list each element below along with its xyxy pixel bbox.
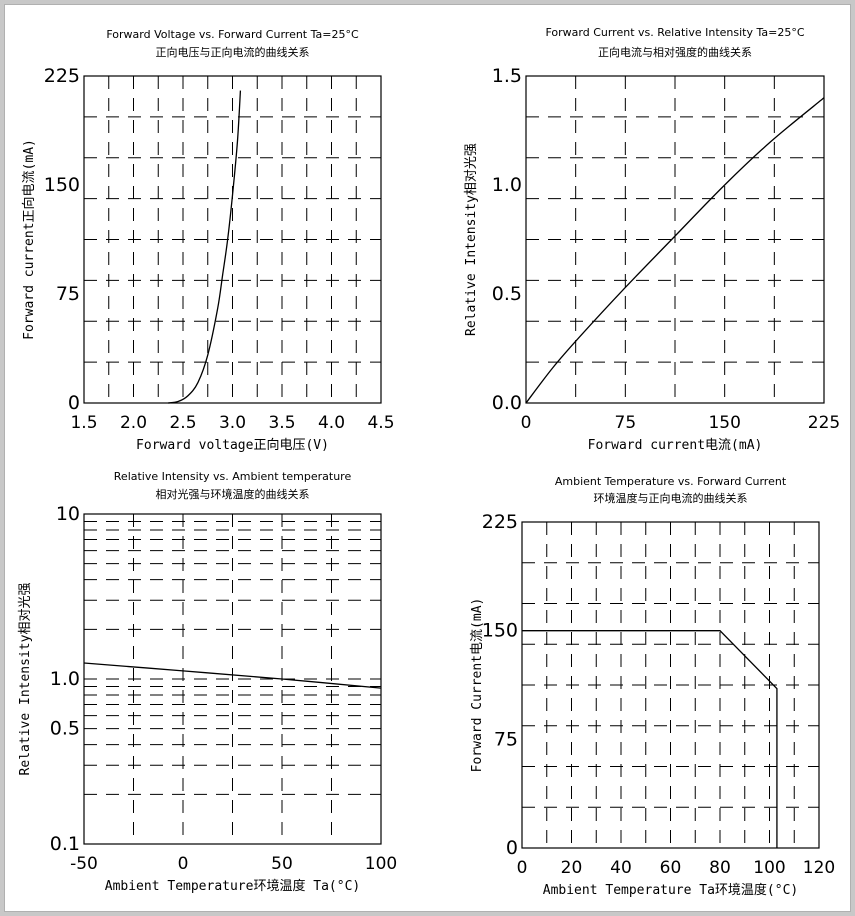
- x-tick-label: 0: [178, 854, 189, 874]
- y-tick-label: 0.1: [50, 833, 80, 855]
- charts-canvas: Forward Voltage vs. Forward Current Ta=2…: [18, 26, 840, 898]
- x-tick-label: -50: [70, 854, 98, 874]
- y-tick-label: 0: [506, 837, 518, 859]
- y-tick-label: 1.5: [492, 65, 522, 87]
- chart-subtitle: 正向电压与正向电流的曲线关系: [156, 45, 310, 59]
- chart-title: Relative Intensity vs. Ambient temperatu…: [114, 470, 352, 483]
- y-tick-label: 0: [68, 392, 80, 414]
- plot-frame: [525, 75, 825, 404]
- y-tick-label: 75: [494, 728, 518, 750]
- y-tick-label: 0.5: [50, 718, 80, 740]
- x-tick-label: 60: [660, 858, 682, 878]
- grid: [84, 76, 381, 403]
- grid: [526, 76, 824, 403]
- chart-1: Forward Voltage vs. Forward Current Ta=2…: [21, 28, 395, 453]
- y-axis-label: Forward current正向电流(mA): [21, 139, 37, 340]
- x-axis-label: Forward current电流(mA): [588, 438, 763, 453]
- x-axis-label: Ambient Temperature环境温度 Ta(°C): [105, 878, 361, 894]
- y-tick-label: 225: [44, 65, 80, 87]
- y-tick-label: 150: [482, 620, 518, 642]
- plot-frame: [83, 75, 382, 404]
- x-tick-label: 80: [709, 858, 731, 878]
- x-tick-label: 40: [610, 858, 632, 878]
- x-tick-label: 100: [753, 858, 785, 878]
- x-tick-label: 150: [708, 413, 740, 433]
- y-tick-label: 10: [56, 503, 80, 525]
- x-tick-label: 100: [365, 854, 397, 874]
- chart-title: Forward Voltage vs. Forward Current Ta=2…: [106, 28, 359, 41]
- series-line: [522, 630, 778, 848]
- y-tick-label: 1.0: [50, 668, 80, 690]
- series-line: [83, 662, 382, 689]
- plot-frame: [521, 521, 820, 849]
- x-axis-label: Ambient Temperature Ta环境温度(°C): [543, 882, 799, 898]
- grid: [522, 522, 819, 848]
- chart-subtitle: 正向电流与相对强度的曲线关系: [598, 45, 752, 59]
- x-tick-label: 3.5: [268, 413, 295, 433]
- x-tick-label: 0: [521, 413, 532, 433]
- chart-title: Forward Current vs. Relative Intensity T…: [545, 26, 804, 39]
- y-tick-label: 1.0: [492, 174, 522, 196]
- x-tick-label: 3.0: [219, 413, 246, 433]
- x-tick-label: 4.5: [367, 413, 394, 433]
- y-tick-label: 225: [482, 511, 518, 533]
- chart-subtitle: 环境温度与正向电流的曲线关系: [594, 491, 748, 505]
- x-tick-label: 2.0: [120, 413, 147, 433]
- chart-title: Ambient Temperature vs. Forward Current: [555, 475, 787, 488]
- chart-2: Forward Current vs. Relative Intensity T…: [464, 26, 840, 453]
- x-tick-label: 4.0: [318, 413, 345, 433]
- y-tick-label: 0.0: [492, 392, 522, 414]
- x-tick-label: 225: [808, 413, 840, 433]
- plot-frame: [83, 513, 382, 845]
- y-tick-label: 75: [56, 283, 80, 305]
- y-axis-label: Forward Current电流(mA): [470, 598, 485, 773]
- chart-3: Relative Intensity vs. Ambient temperatu…: [18, 470, 397, 894]
- grid: [84, 514, 381, 844]
- x-tick-label: 0: [517, 858, 528, 878]
- x-tick-label: 1.5: [70, 413, 97, 433]
- x-tick-label: 75: [615, 413, 637, 433]
- chart-subtitle: 相对光强与环境温度的曲线关系: [156, 487, 310, 501]
- y-axis-label: Relative Intensity相对光强: [18, 583, 33, 776]
- series-line: [525, 97, 825, 404]
- x-tick-label: 2.5: [169, 413, 196, 433]
- chart-4: Ambient Temperature vs. Forward Current 环…: [470, 475, 835, 898]
- series-line: [168, 90, 242, 404]
- x-tick-label: 50: [271, 854, 293, 874]
- x-axis-label: Forward voltage正向电压(V): [136, 437, 329, 453]
- chart-sheet: Forward Voltage vs. Forward Current Ta=2…: [4, 4, 851, 912]
- x-tick-label: 20: [561, 858, 583, 878]
- x-tick-label: 120: [803, 858, 835, 878]
- y-axis-label: Relative Intensity相对光强: [464, 143, 479, 336]
- y-tick-label: 0.5: [492, 283, 522, 305]
- y-tick-label: 150: [44, 174, 80, 196]
